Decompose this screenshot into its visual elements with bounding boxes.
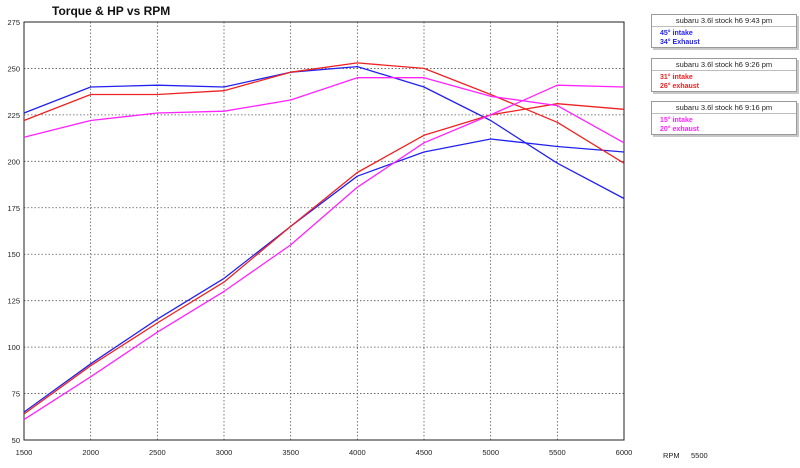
x-tick-label: 6000 xyxy=(616,448,633,457)
legend-entry: 34° Exhaust xyxy=(660,39,700,46)
series-line-run0-hp xyxy=(23,138,625,413)
axis-ticks: 1500 2000 2500 3000 3500 4000 4500 5000 5500 6000… xyxy=(7,18,632,457)
x-tick-label: 2500 xyxy=(149,448,166,457)
y-tick-label: 275 xyxy=(7,18,20,27)
x-tick-label: 3000 xyxy=(216,448,233,457)
grid-lines xyxy=(24,22,624,440)
y-tick-label: 50 xyxy=(12,436,20,445)
y-tick-label: 150 xyxy=(7,250,20,259)
legend-entry: 26° exhaust xyxy=(660,83,699,90)
rpm-readout: 5500 xyxy=(691,451,708,460)
legend-group-run-0: subaru 3.6l stock h6 9:43 pm 45° intake … xyxy=(651,14,797,48)
y-tick-label: 175 xyxy=(7,204,20,213)
plot-area-border xyxy=(23,21,625,441)
series-line-run2-torque xyxy=(23,77,625,144)
legend-title: subaru 3.6l stock h6 9:43 pm xyxy=(652,15,796,27)
legend-entry: 45° intake xyxy=(660,30,693,37)
legend-entry: 31° intake xyxy=(660,74,693,81)
x-tick-label: 4000 xyxy=(349,448,366,457)
x-tick-label: 2000 xyxy=(82,448,99,457)
legend-title: subaru 3.6l stock h6 9:16 pm xyxy=(652,102,796,114)
legend-group-run-1: subaru 3.6l stock h6 9:26 pm 31° intake … xyxy=(651,58,797,92)
y-tick-label: 200 xyxy=(7,157,20,166)
legend-entry: 15° intake xyxy=(660,117,693,124)
legend-group-run-2: subaru 3.6l stock h6 9:16 pm 15° intake … xyxy=(651,101,797,135)
x-tick-label: 4500 xyxy=(416,448,433,457)
x-tick-label: 5000 xyxy=(482,448,499,457)
y-tick-label: 250 xyxy=(7,64,20,73)
y-tick-label: 225 xyxy=(7,111,20,120)
rpm-label: RPM xyxy=(663,451,680,460)
series-line-run2-hp xyxy=(23,84,625,421)
series-line-run1-torque xyxy=(23,62,625,164)
legend-entry: 20° exhaust xyxy=(660,126,699,133)
chart-title: Torque & HP vs RPM xyxy=(52,4,170,18)
legend-title: subaru 3.6l stock h6 9:26 pm xyxy=(652,59,796,71)
y-tick-label: 75 xyxy=(12,390,20,399)
x-tick-label: 5500 xyxy=(549,448,566,457)
series-lines xyxy=(23,62,625,421)
y-tick-label: 100 xyxy=(7,343,20,352)
x-tick-label: 3500 xyxy=(282,448,299,457)
series-line-run1-hp xyxy=(23,103,625,415)
x-tick-label: 1500 xyxy=(16,448,33,457)
y-tick-label: 125 xyxy=(7,297,20,306)
series-line-run0-torque xyxy=(23,65,625,200)
